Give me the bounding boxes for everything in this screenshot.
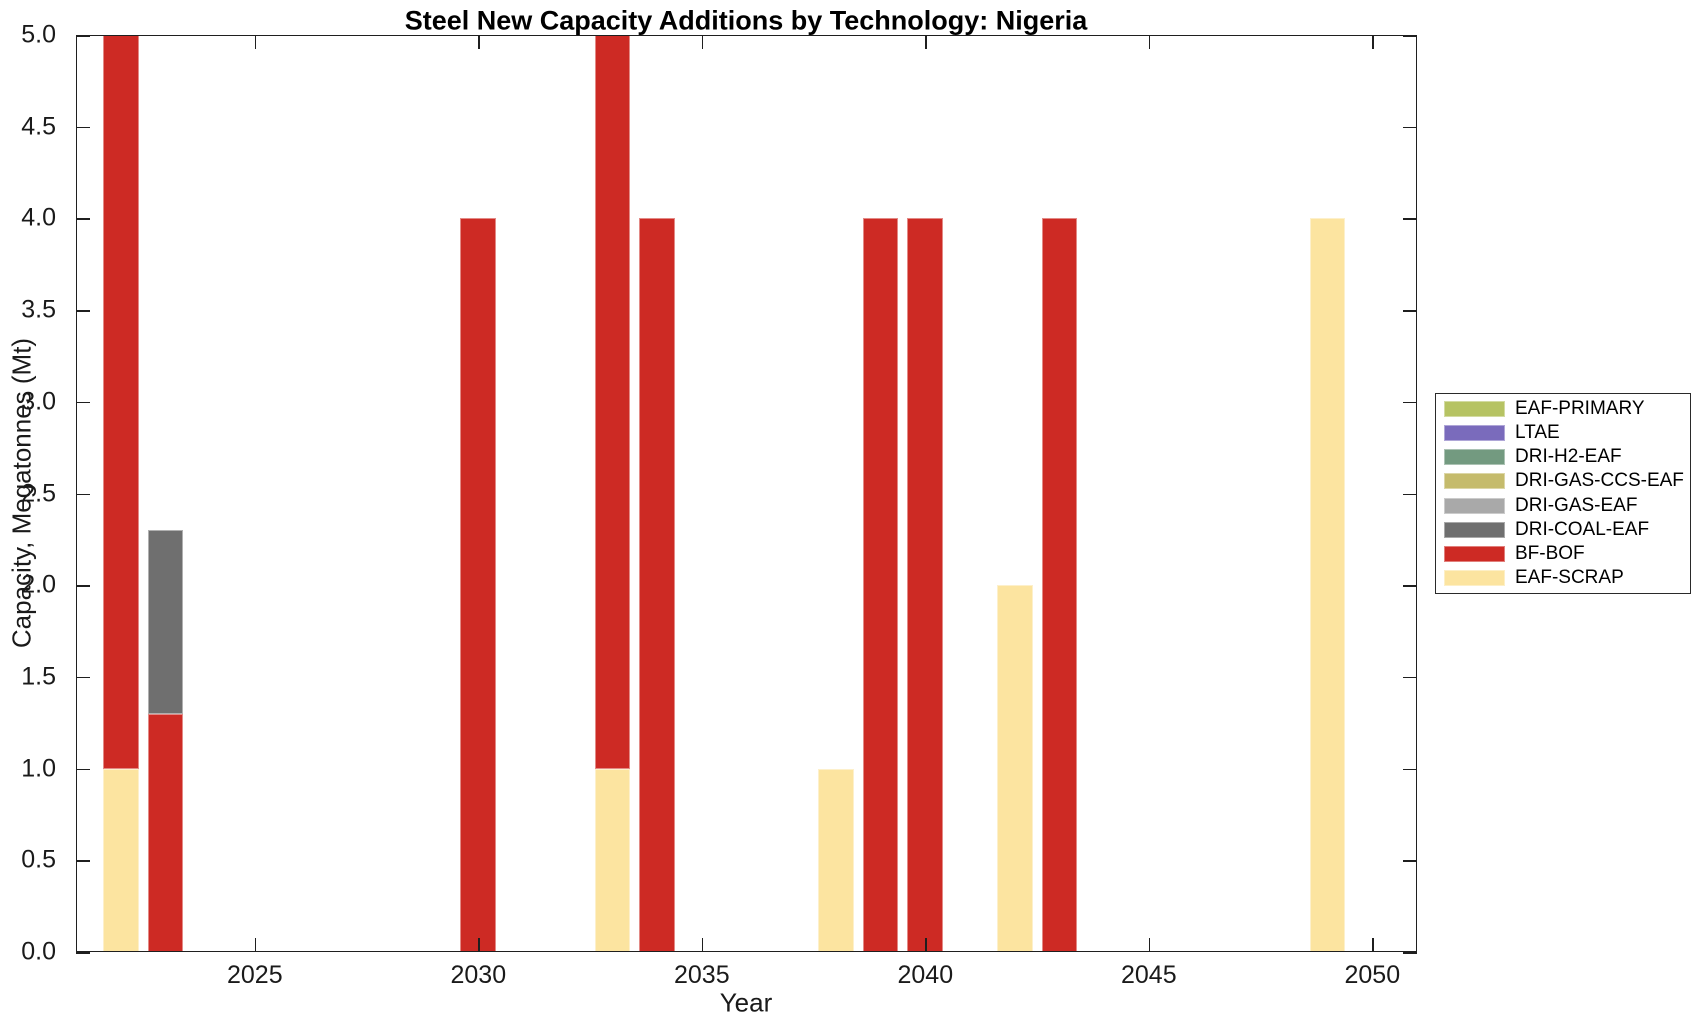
x-tick-2040-top xyxy=(925,35,927,49)
x-tick-labels: 2025 2030 2035 2040 2045 2050 xyxy=(76,961,1417,993)
legend-swatch-ltae xyxy=(1444,425,1505,442)
plot-area xyxy=(76,35,1417,954)
y-tick-label-4: 4.0 xyxy=(21,203,56,232)
x-tick-2050-top xyxy=(1372,35,1374,49)
y-tick-labels: 0.0 0.5 1.0 1.5 2.0 2.5 3.0 3.5 4.0 4.5 5.0 xyxy=(0,21,66,966)
y-tick-label-0.5: 0.5 xyxy=(21,845,56,874)
x-tick-label-2045: 2045 xyxy=(1120,961,1177,989)
y-tick-5-right xyxy=(1403,35,1417,37)
bar-segment-2022-eaf-scrap xyxy=(102,768,139,952)
y-tick-label-2: 2.0 xyxy=(21,570,56,599)
bar-segment-2042-eaf-scrap xyxy=(996,585,1033,952)
x-axis-label: Year xyxy=(719,987,773,1018)
y-tick-4.5-right xyxy=(1403,126,1417,129)
y-tick-2.5-left xyxy=(76,493,90,495)
bar-segment-2033-bf-bof xyxy=(594,35,631,769)
x-tick-2025-top xyxy=(254,35,257,49)
bar-segment-2039-bf-bof xyxy=(862,218,899,952)
legend-item-eaf-primary: EAF-PRIMARY xyxy=(1444,398,1686,420)
y-tick-3-right xyxy=(1403,401,1417,404)
y-tick-2-left xyxy=(76,585,90,587)
y-tick-label-4.5: 4.5 xyxy=(21,112,56,141)
legend-label: DRI-H2-EAF xyxy=(1515,446,1622,468)
chart-title: Steel New Capacity Additions by Technolo… xyxy=(404,5,1088,36)
legend-item-bf-bof: BF-BOF xyxy=(1444,543,1686,565)
y-tick-1-left xyxy=(76,768,90,771)
y-tick-3-left xyxy=(76,401,90,404)
legend-label: LTAE xyxy=(1515,422,1560,444)
y-tick-0.5-left xyxy=(76,860,90,862)
legend-label: EAF-SCRAP xyxy=(1515,566,1624,588)
y-tick-1.5-right xyxy=(1403,676,1417,679)
y-tick-label-1: 1.0 xyxy=(21,754,56,783)
bar-segment-2023-bf-bof xyxy=(147,713,184,952)
y-tick-3.5-right xyxy=(1403,310,1417,312)
legend-label: DRI-GAS-CCS-EAF xyxy=(1515,470,1684,492)
x-tick-2030-top xyxy=(478,35,480,49)
legend-swatch-eaf-scrap xyxy=(1444,569,1505,586)
bar-segment-2038-eaf-scrap xyxy=(818,768,854,952)
x-tick-label-2040: 2040 xyxy=(897,961,954,989)
y-tick-label-3.5: 3.5 xyxy=(21,295,56,324)
plot-border xyxy=(76,35,1417,952)
legend-item-dri-coal-eaf: DRI-COAL-EAF xyxy=(1444,519,1686,541)
y-tick-5-left xyxy=(76,35,90,37)
y-tick-4.5-left xyxy=(76,126,90,129)
y-tick-label-0: 0.0 xyxy=(21,937,56,966)
y-tick-4-left xyxy=(76,218,90,220)
x-tick-label-2030: 2030 xyxy=(450,961,507,989)
x-tick-2045-bottom xyxy=(1148,938,1151,952)
legend-swatch-eaf-primary xyxy=(1444,401,1505,418)
legend-item-dri-h2-eaf: DRI-H2-EAF xyxy=(1444,446,1686,468)
y-tick-2-right xyxy=(1403,585,1417,587)
bar-segment-2040-bf-bof xyxy=(907,218,944,952)
y-tick-1.5-left xyxy=(76,676,90,679)
legend-swatch-dri-gas-eaf xyxy=(1444,497,1505,514)
x-tick-label-2025: 2025 xyxy=(226,961,283,989)
legend: EAF-PRIMARY LTAE DRI-H2-EAF DRI-GAS-CCS-EAF… xyxy=(1435,393,1691,594)
x-tick-label-2035: 2035 xyxy=(673,961,730,989)
bar-segment-2033-eaf-scrap xyxy=(594,768,631,952)
legend-label: DRI-COAL-EAF xyxy=(1515,518,1650,540)
legend-item-dri-gas-ccs-eaf: DRI-GAS-CCS-EAF xyxy=(1444,470,1686,492)
bar-segment-2034-bf-bof xyxy=(639,218,675,952)
x-tick-2035-bottom xyxy=(701,938,704,952)
bar-segment-2043-bf-bof xyxy=(1041,218,1078,952)
x-tick-2040-bottom xyxy=(925,938,927,952)
legend-label: EAF-PRIMARY xyxy=(1515,398,1645,420)
y-tick-1-right xyxy=(1403,768,1417,771)
legend-item-ltae: LTAE xyxy=(1444,422,1686,444)
y-tick-label-2.5: 2.5 xyxy=(21,479,56,507)
y-tick-label-5: 5.0 xyxy=(21,20,56,49)
y-tick-3.5-left xyxy=(76,310,90,312)
x-tick-label-2050: 2050 xyxy=(1344,961,1401,989)
y-tick-label-3: 3.0 xyxy=(21,387,56,416)
legend-label: BF-BOF xyxy=(1515,542,1585,564)
bar-segment-2030-bf-bof xyxy=(460,218,497,952)
x-tick-2030-bottom xyxy=(478,938,480,952)
legend-item-dri-gas-eaf: DRI-GAS-EAF xyxy=(1444,495,1686,517)
x-tick-2045-top xyxy=(1148,35,1151,49)
legend-swatch-dri-coal-eaf xyxy=(1444,521,1505,538)
legend-label: DRI-GAS-EAF xyxy=(1515,494,1638,516)
y-tick-0-left xyxy=(76,952,90,954)
legend-item-eaf-scrap: EAF-SCRAP xyxy=(1444,567,1686,589)
legend-swatch-dri-h2-eaf xyxy=(1444,449,1505,466)
bar-segment-2023-dri-coal-eaf xyxy=(147,530,184,714)
y-tick-0.5-right xyxy=(1403,860,1417,862)
bar-segment-2049-eaf-scrap xyxy=(1309,218,1346,952)
x-tick-2050-bottom xyxy=(1372,938,1374,952)
bar-segment-2022-bf-bof xyxy=(102,35,139,769)
y-tick-4-right xyxy=(1403,218,1417,220)
legend-swatch-bf-bof xyxy=(1444,545,1505,562)
y-tick-2.5-right xyxy=(1403,493,1417,495)
x-tick-2025-bottom xyxy=(254,938,257,952)
x-tick-2035-top xyxy=(701,35,704,49)
y-tick-0-right xyxy=(1403,952,1417,954)
legend-swatch-dri-gas-ccs-eaf xyxy=(1444,473,1505,490)
y-tick-label-1.5: 1.5 xyxy=(21,662,56,691)
